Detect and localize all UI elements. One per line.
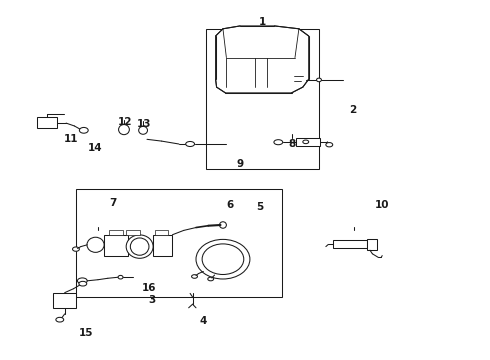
Bar xyxy=(109,230,123,235)
Ellipse shape xyxy=(56,318,64,322)
Text: 1: 1 xyxy=(259,17,266,27)
Bar xyxy=(126,230,140,235)
Ellipse shape xyxy=(119,125,129,135)
Bar xyxy=(104,235,128,256)
Text: 6: 6 xyxy=(227,200,234,210)
Text: 11: 11 xyxy=(64,134,78,144)
Bar xyxy=(76,189,282,297)
Text: 12: 12 xyxy=(118,117,132,127)
Text: 3: 3 xyxy=(148,294,155,305)
Ellipse shape xyxy=(202,244,244,274)
Ellipse shape xyxy=(208,277,214,281)
Ellipse shape xyxy=(196,239,250,279)
Text: 16: 16 xyxy=(142,283,157,293)
Bar xyxy=(333,240,367,248)
Bar xyxy=(37,117,57,128)
Bar xyxy=(206,29,318,169)
Ellipse shape xyxy=(130,238,149,255)
Ellipse shape xyxy=(139,126,147,134)
Text: 5: 5 xyxy=(256,202,263,212)
Ellipse shape xyxy=(126,235,153,258)
Bar xyxy=(367,239,377,250)
Bar xyxy=(155,230,168,235)
Polygon shape xyxy=(216,26,309,93)
Ellipse shape xyxy=(118,275,123,279)
Text: 9: 9 xyxy=(237,159,244,169)
Text: 13: 13 xyxy=(137,119,152,129)
Ellipse shape xyxy=(73,247,79,251)
Text: 15: 15 xyxy=(78,328,93,338)
Bar xyxy=(53,293,76,308)
Bar xyxy=(153,235,172,256)
Text: 14: 14 xyxy=(88,143,103,153)
Ellipse shape xyxy=(79,127,88,133)
Ellipse shape xyxy=(192,275,197,278)
Ellipse shape xyxy=(317,78,321,82)
Bar xyxy=(296,138,320,146)
Text: 7: 7 xyxy=(109,198,117,208)
Ellipse shape xyxy=(303,140,309,144)
Ellipse shape xyxy=(186,141,195,147)
Ellipse shape xyxy=(274,140,283,145)
Text: 2: 2 xyxy=(349,105,356,115)
Ellipse shape xyxy=(87,237,104,252)
Ellipse shape xyxy=(326,143,333,147)
Ellipse shape xyxy=(77,278,87,284)
Text: 4: 4 xyxy=(199,316,207,326)
Ellipse shape xyxy=(79,282,87,286)
Text: 8: 8 xyxy=(288,139,295,149)
Ellipse shape xyxy=(220,222,226,228)
Text: 10: 10 xyxy=(375,200,390,210)
